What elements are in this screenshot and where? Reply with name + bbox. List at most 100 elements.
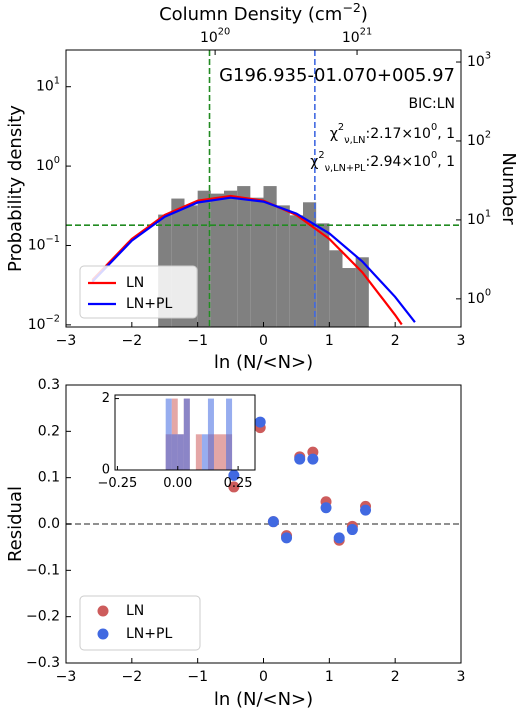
chi-square-part: 0 — [431, 122, 437, 133]
y-tick-label-exponent: −1 — [46, 234, 60, 245]
chi-square-part: χ — [330, 126, 338, 142]
residual-point — [320, 502, 332, 514]
y2-tick-label-base: 10 — [467, 133, 485, 149]
histogram-bar — [355, 257, 369, 327]
x2-tick-label: 1021 — [342, 27, 372, 46]
x-tick-label-base: −1 — [187, 669, 208, 685]
x2-tick-label-base: 10 — [200, 30, 218, 46]
y-axis-title: Residual — [5, 486, 26, 562]
x-tick-label: −2 — [122, 333, 143, 349]
x2-axis-title-part: −2 — [342, 0, 361, 15]
y2-tick-label-exponent: 0 — [485, 288, 491, 299]
chi-square-part: , 1 — [437, 126, 455, 142]
y2-tick-label-exponent: 1 — [485, 209, 491, 220]
chi-square-part: 0 — [431, 150, 437, 161]
x-tick-label-base: −3 — [56, 669, 77, 685]
inset-x-tick-label: 0.25 — [224, 476, 253, 491]
chi-square-part: :2.17×10 — [366, 126, 431, 142]
y2-tick-label-base: 10 — [467, 54, 485, 70]
x-tick-label: −1 — [187, 669, 208, 685]
legend-label: LN — [126, 603, 144, 619]
inset-bar — [213, 434, 220, 470]
y-tick-label-base: −0.1 — [26, 562, 60, 578]
y-axis-title: Probability density — [5, 105, 26, 272]
chi-square: χ2ν,LN:2.17×100, 1 — [330, 122, 455, 146]
inset-y-tick-label: 0 — [102, 463, 110, 478]
y-tick-label-base: 10 — [36, 79, 54, 95]
histogram-bar — [289, 215, 303, 327]
y-tick-label: 0.3 — [38, 377, 60, 393]
y-tick-label: 100 — [36, 155, 60, 174]
y-tick-label: −0.2 — [26, 609, 60, 625]
histogram-bar — [329, 250, 343, 327]
residual-point — [333, 532, 345, 544]
x-tick-label: 1 — [325, 669, 334, 685]
inset-bar — [171, 434, 178, 470]
chi-square-part: ν,LN+PL — [325, 163, 366, 174]
y-tick-label: −0.3 — [26, 655, 60, 671]
chi-square: χ2ν,LN+PL:2.94×100, 1 — [310, 150, 455, 174]
x-tick-label: −1 — [187, 333, 208, 349]
y-tick-label-base: −0.3 — [26, 655, 60, 671]
x-tick-label: −2 — [122, 669, 143, 685]
histogram-bar — [197, 190, 211, 327]
x-tick-label: 0 — [259, 333, 268, 349]
histogram-bar — [276, 205, 290, 327]
x-tick-label: −3 — [56, 669, 77, 685]
chi-square-part: ν,LN — [344, 135, 365, 146]
x-tick-label: 2 — [391, 333, 400, 349]
y-tick-label: −0.1 — [26, 562, 60, 578]
chi-square-part: χ — [310, 154, 318, 170]
y2-tick-label-base: 10 — [467, 291, 485, 307]
fit-line — [91, 196, 416, 323]
x-tick-label: 3 — [457, 669, 466, 685]
inset-x-tick-label-base: 0.25 — [224, 476, 253, 491]
inset-y-tick-label: 2 — [102, 391, 110, 406]
histogram-bar — [316, 223, 330, 327]
residual-point — [294, 453, 306, 465]
x2-tick-label-base: 10 — [342, 30, 360, 46]
y2-tick-label: 103 — [467, 51, 491, 70]
y2-tick-label: 101 — [467, 209, 491, 228]
chi-square-part: :2.94×10 — [366, 154, 431, 170]
x-tick-label: 1 — [325, 333, 334, 349]
chi-square-part: , 1 — [437, 154, 455, 170]
inset-bar — [177, 434, 184, 470]
y-tick-label-base: 0.0 — [38, 516, 60, 532]
y2-tick-label-exponent: 2 — [485, 130, 491, 141]
histogram-bar — [237, 186, 251, 327]
histogram-bar — [303, 202, 317, 327]
histogram-bar — [342, 268, 356, 327]
inset-bar — [195, 434, 202, 470]
x-tick-label-base: −2 — [122, 333, 143, 349]
model-choice: BIC:LN — [409, 96, 456, 112]
inset-bar — [220, 434, 227, 470]
x-tick-label-base: −1 — [187, 333, 208, 349]
chi-square-part: 2 — [338, 122, 344, 133]
inset-bar — [183, 398, 190, 470]
x2-tick-label: 1020 — [200, 27, 230, 46]
y2-tick-label: 100 — [467, 288, 491, 307]
legend-label: LN — [126, 275, 144, 291]
inset-x-tick-label: 0.00 — [163, 476, 192, 491]
x-tick-label-base: −3 — [56, 333, 77, 349]
x-tick-label: 0 — [259, 669, 268, 685]
residual-point — [254, 416, 266, 428]
x2-tick-label-exponent: 20 — [218, 27, 230, 38]
x-axis-title: ln (N/<N>) — [214, 689, 313, 710]
inset-bar — [207, 398, 214, 470]
inset-frame — [114, 394, 256, 471]
residual-point — [281, 532, 293, 544]
histogram-bar — [224, 190, 238, 327]
y-tick-label: 101 — [36, 75, 60, 94]
histogram-bar — [263, 186, 277, 327]
inset-bar — [226, 398, 233, 470]
histogram-bar — [210, 193, 224, 327]
y-tick-label: 10−1 — [28, 234, 60, 253]
y-tick-label: 0.2 — [38, 423, 60, 439]
legend-label: LN+PL — [126, 626, 172, 642]
inset-x-tick-label-base: −0.25 — [97, 476, 137, 491]
inset-x-tick-label: −0.25 — [97, 476, 137, 491]
